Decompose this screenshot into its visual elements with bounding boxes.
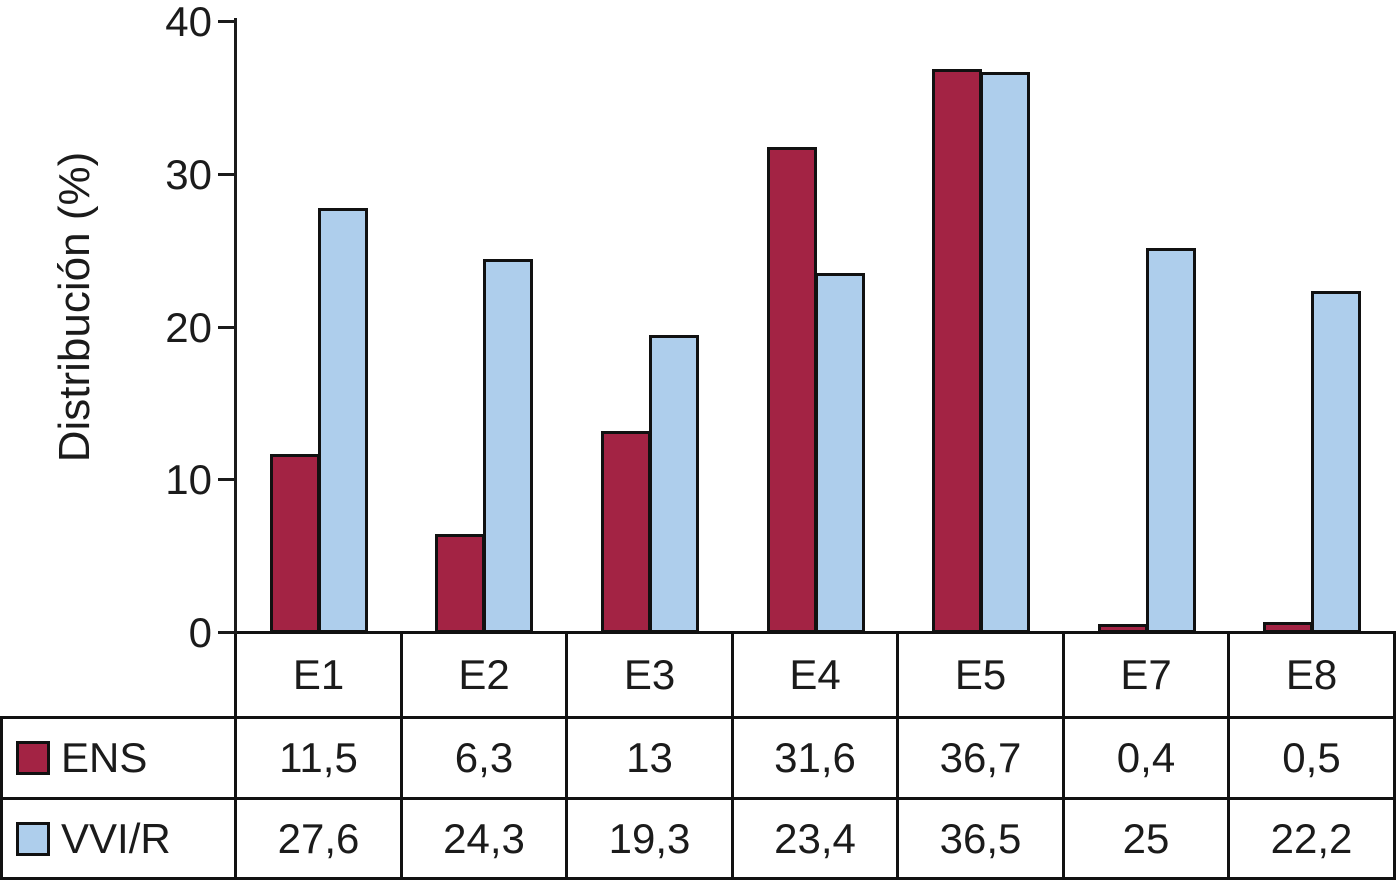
category-label: E1: [292, 651, 345, 698]
value-label: 27,6: [277, 814, 360, 862]
value-cell-vvir-e5: 36,5: [896, 797, 1065, 880]
bar-ens-e5: [932, 69, 982, 633]
value-label: 36,7: [939, 734, 1022, 781]
value-label: 0,5: [1282, 734, 1341, 781]
category-cell-e3: E3: [565, 631, 734, 719]
category-cell-e1: E1: [234, 631, 403, 719]
bar-vvir-e8: [1311, 291, 1361, 633]
value-cell-ens-e2: 6,3: [400, 716, 568, 800]
value-cell-vvir-e2: 24,3: [400, 797, 568, 880]
value-label: 11,5: [279, 734, 358, 781]
bar-vvir-e4: [815, 273, 865, 633]
category-label: E5: [954, 651, 1007, 698]
category-cell-e8: E8: [1227, 631, 1396, 719]
y-tick: [218, 631, 234, 634]
legend-swatch-ens: [16, 741, 50, 775]
category-label: E2: [458, 651, 510, 698]
value-cell-ens-e5: 36,7: [896, 716, 1065, 800]
value-cell-vvir-e3: 19,3: [565, 797, 734, 880]
value-label: 25: [1122, 814, 1170, 862]
category-label: E8: [1285, 651, 1338, 698]
series-name: ENS: [61, 734, 148, 781]
value-cell-ens-e4: 31,6: [731, 716, 899, 800]
series-name: VVI/R: [61, 814, 171, 862]
value-label: 13: [626, 734, 673, 781]
category-cell-e4: E4: [731, 631, 899, 719]
category-cell-e2: E2: [400, 631, 568, 719]
value-cell-ens-e8: 0,5: [1227, 716, 1396, 800]
value-label: 19,3: [608, 814, 691, 862]
category-label: E4: [789, 651, 841, 698]
value-cell-ens-e3: 13: [565, 716, 734, 800]
value-cell-ens-e1: 11,5: [234, 716, 403, 800]
y-tick: [218, 326, 234, 329]
y-tick-label: 30: [165, 151, 212, 198]
value-label: 0,4: [1116, 734, 1176, 781]
category-label: E7: [1120, 651, 1172, 698]
bar-ens-e3: [601, 431, 651, 633]
value-cell-vvir-e4: 23,4: [731, 797, 899, 880]
y-tick-label: 10: [165, 456, 212, 503]
category-label: E3: [623, 651, 676, 698]
y-tick: [218, 478, 234, 481]
value-cell-vvir-e8: 22,2: [1227, 797, 1396, 880]
y-axis-line: [234, 18, 237, 634]
category-cell-e7: E7: [1062, 631, 1230, 719]
legend-cell-vvir: VVI/R: [0, 797, 237, 880]
value-cell-vvir-e7: 25: [1062, 797, 1230, 880]
bar-vvir-e3: [649, 335, 699, 633]
bar-vvir-e1: [318, 208, 368, 633]
y-tick-label: 40: [165, 0, 212, 45]
legend-swatch-vvir: [16, 821, 50, 856]
legend-cell-ens: ENS: [0, 716, 237, 800]
value-label: 6,3: [454, 734, 514, 781]
category-cell-e5: E5: [896, 631, 1065, 719]
bar-vvir-e7: [1146, 248, 1196, 633]
bar-ens-e1: [270, 454, 320, 633]
value-label: 24,3: [443, 814, 525, 862]
value-label: 23,4: [774, 814, 856, 862]
value-cell-vvir-e1: 27,6: [234, 797, 403, 880]
y-tick-label: 0: [188, 609, 212, 656]
bar-vvir-e5: [980, 72, 1030, 633]
value-label: 22,2: [1270, 814, 1353, 862]
value-label: 36,5: [939, 814, 1022, 862]
value-cell-ens-e7: 0,4: [1062, 716, 1230, 800]
bar-ens-e4: [767, 147, 817, 633]
y-tick: [218, 173, 234, 176]
value-label: 31,6: [774, 734, 856, 781]
bar-ens-e2: [435, 534, 485, 633]
bar-vvir-e2: [483, 259, 533, 633]
y-tick-label: 20: [165, 304, 212, 351]
y-tick: [218, 20, 234, 23]
